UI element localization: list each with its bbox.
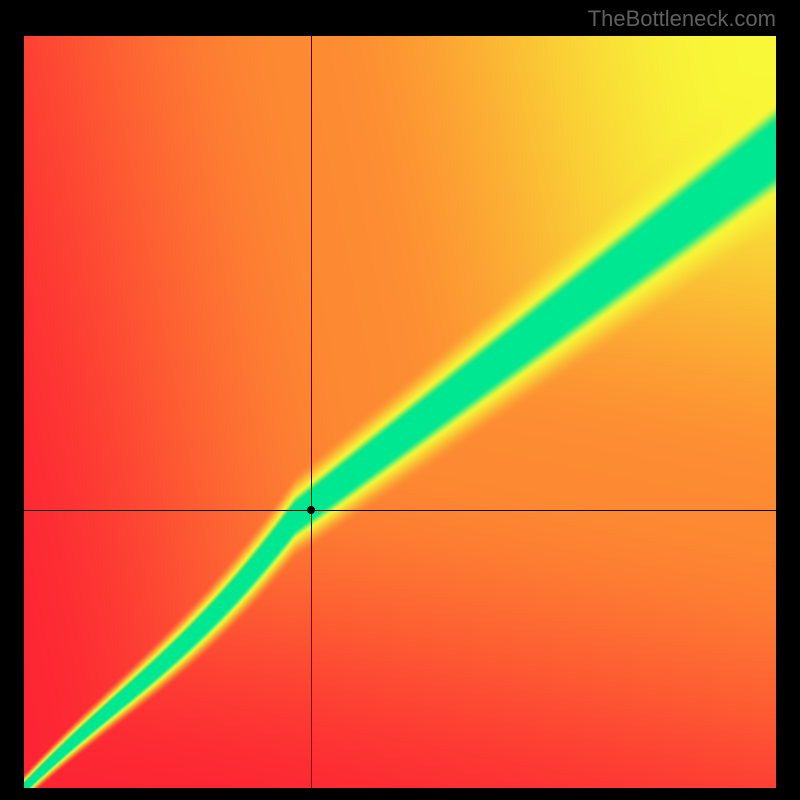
heatmap-canvas xyxy=(24,36,776,788)
crosshair-vertical xyxy=(311,36,312,788)
crosshair-marker-dot xyxy=(307,506,315,514)
crosshair-horizontal xyxy=(24,510,776,511)
watermark-text: TheBottleneck.com xyxy=(588,6,776,32)
bottleneck-heatmap xyxy=(24,36,776,788)
